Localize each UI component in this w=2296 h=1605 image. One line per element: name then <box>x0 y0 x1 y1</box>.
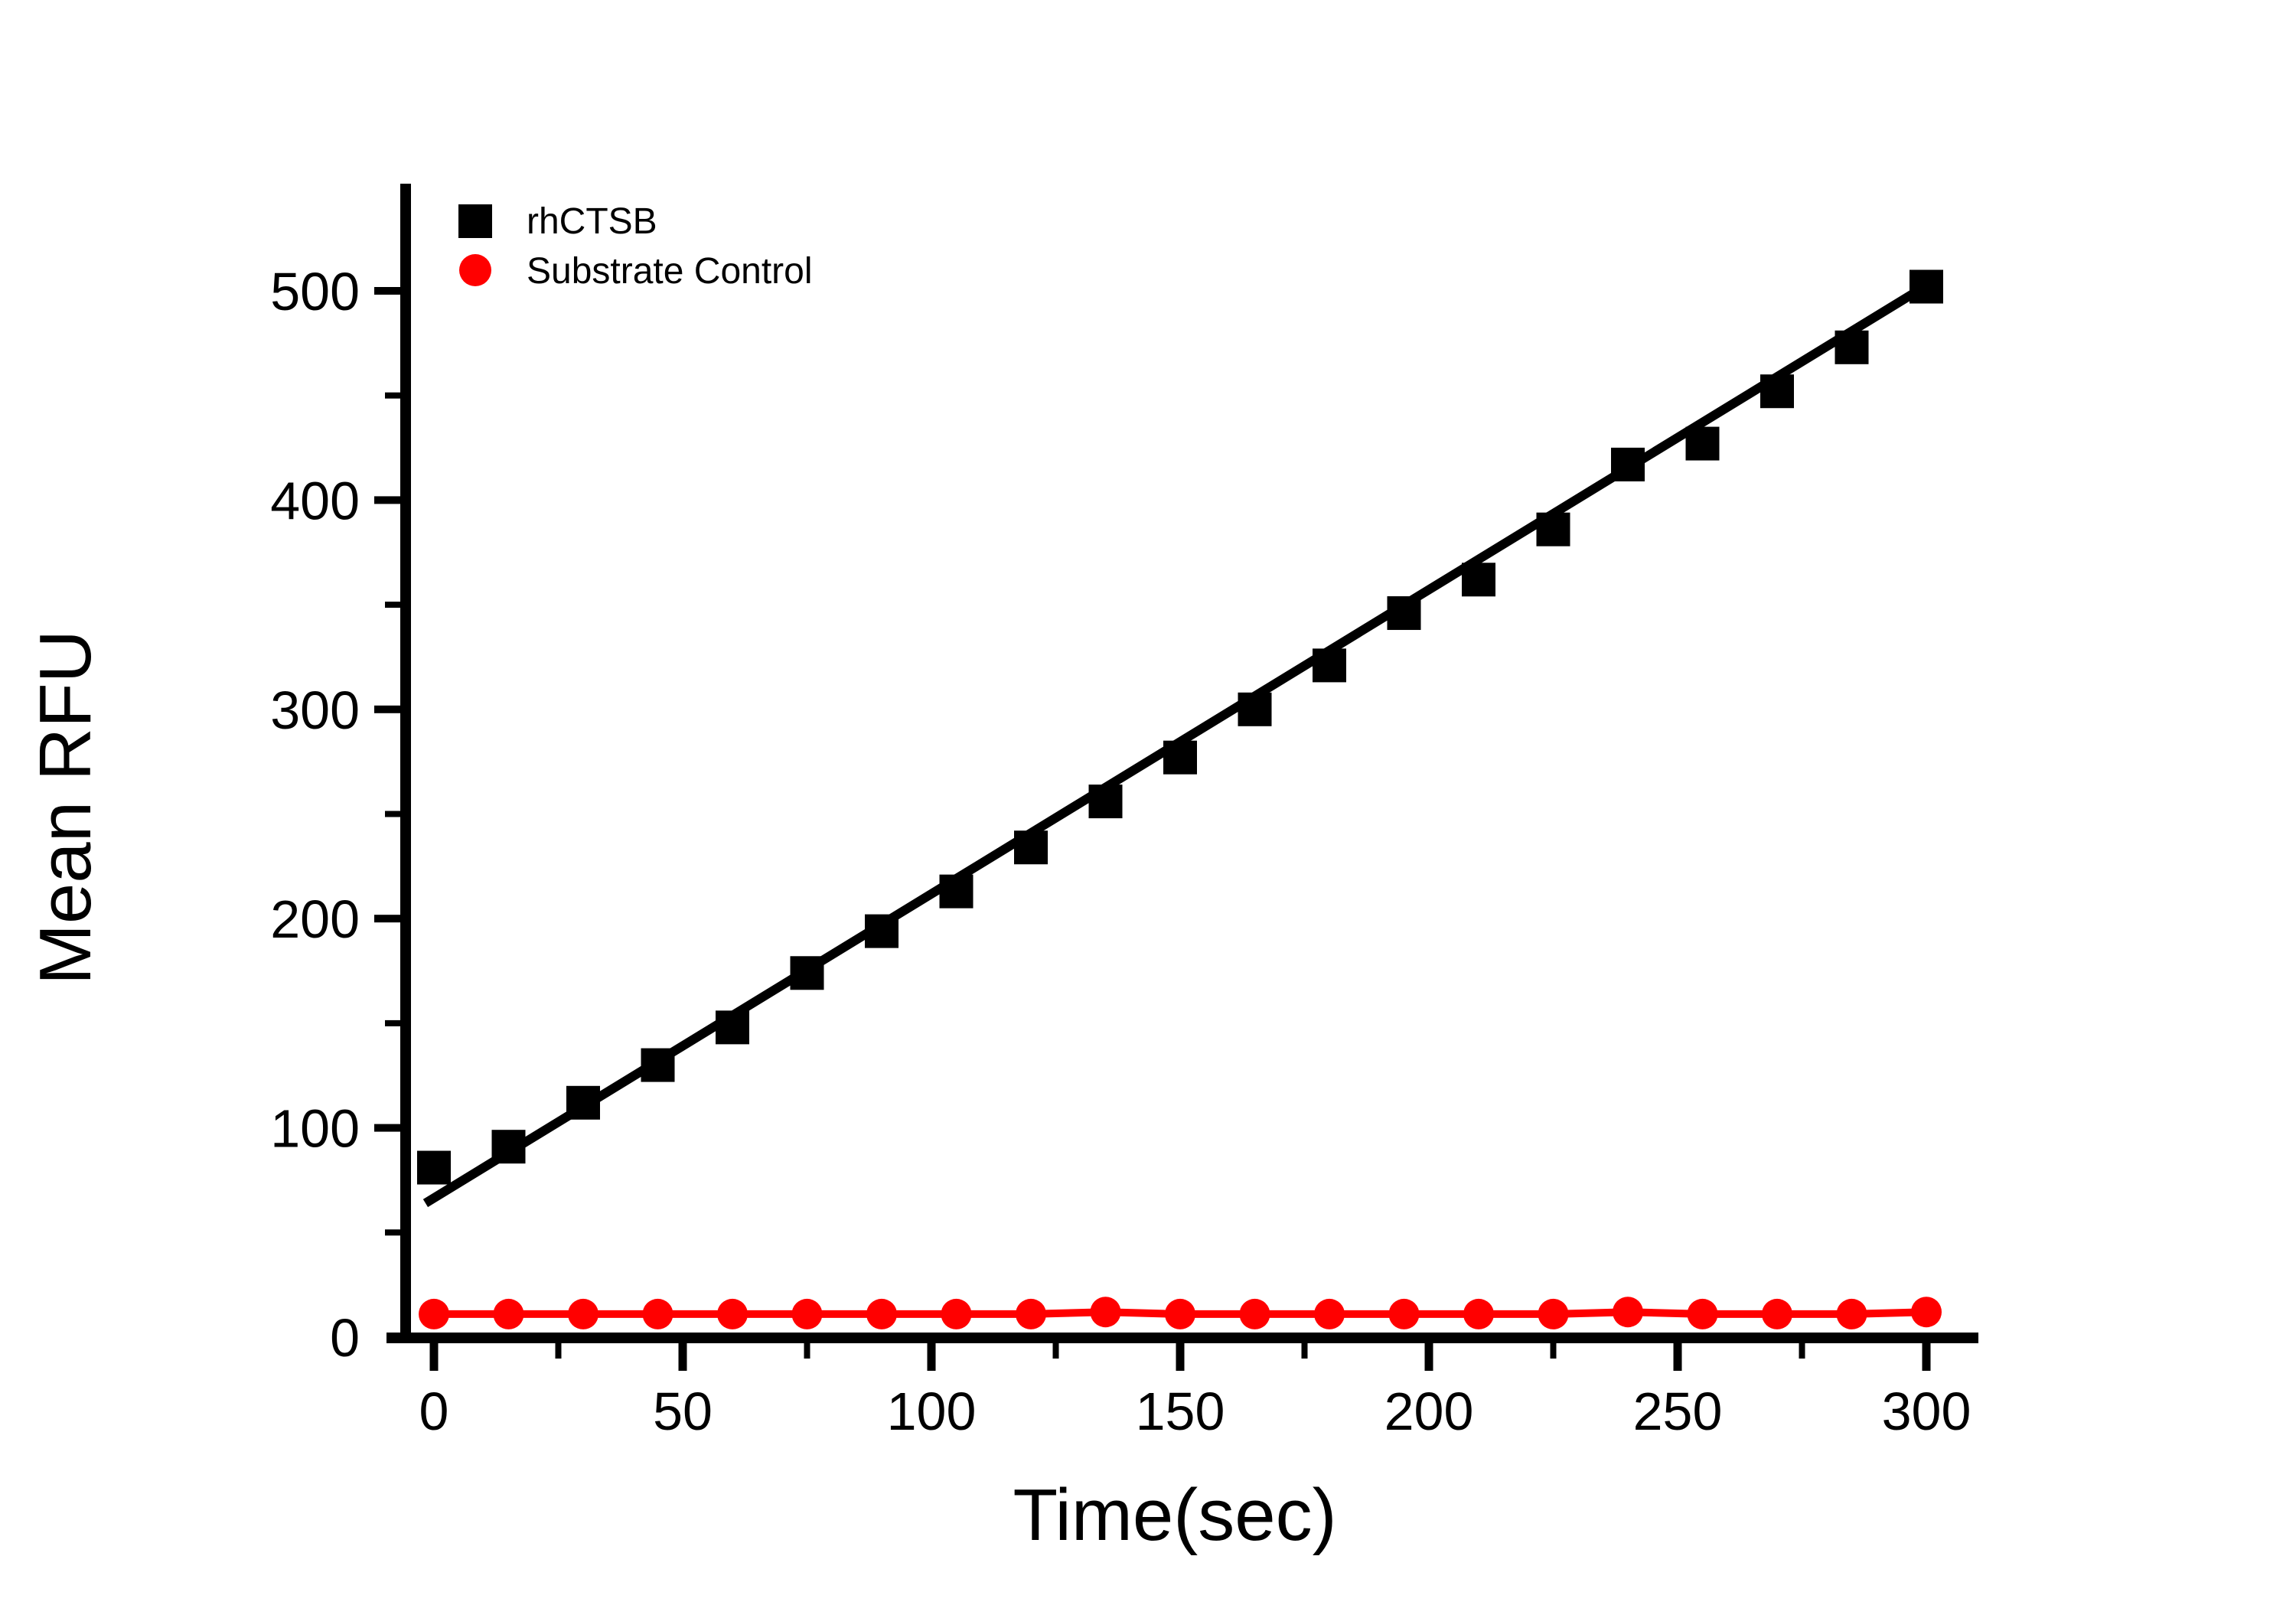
data-point-rhctsb <box>491 1130 526 1164</box>
data-point-substrate-control <box>1687 1298 1718 1329</box>
y-minor-tick <box>385 392 400 399</box>
x-tick-label: 0 <box>419 1382 449 1441</box>
data-point-rhctsb <box>865 914 899 948</box>
data-point-rhctsb <box>1910 269 1943 304</box>
data-point-substrate-control <box>941 1298 972 1329</box>
data-point-substrate-control <box>717 1298 748 1329</box>
data-point-substrate-control <box>866 1298 897 1329</box>
y-major-tick <box>374 287 400 295</box>
data-point-substrate-control <box>419 1298 449 1329</box>
y-tick-label: 500 <box>270 262 360 321</box>
x-tick-label: 250 <box>1633 1382 1723 1441</box>
data-point-substrate-control <box>1314 1298 1345 1329</box>
x-major-tick <box>927 1343 936 1371</box>
y-axis-title: Mean RFU <box>24 630 106 985</box>
y-major-tick <box>374 915 400 923</box>
y-major-tick <box>374 1124 400 1132</box>
x-minor-tick <box>555 1343 562 1359</box>
data-point-rhctsb <box>1088 785 1123 819</box>
data-point-rhctsb <box>1313 648 1346 683</box>
y-major-tick <box>374 705 400 713</box>
x-major-tick <box>1673 1343 1682 1371</box>
data-point-rhctsb <box>1685 426 1720 461</box>
legend: rhCTSB Substrate Control <box>458 201 813 292</box>
x-axis-title: Time(sec) <box>1013 1474 1336 1556</box>
data-point-substrate-control <box>1388 1298 1420 1329</box>
x-tick-label: 300 <box>1882 1382 1971 1441</box>
legend-marker-substrate-control <box>459 254 491 286</box>
data-point-rhctsb <box>1760 374 1794 409</box>
data-point-substrate-control <box>1239 1298 1270 1329</box>
data-point-substrate-control <box>493 1298 524 1329</box>
x-minor-tick <box>1550 1343 1557 1359</box>
legend-label-rhctsb: rhCTSB <box>527 201 657 242</box>
axis-ticks <box>374 287 1931 1371</box>
data-point-rhctsb <box>1163 740 1197 775</box>
y-tick-label: 0 <box>330 1308 360 1368</box>
data-point-substrate-control <box>1463 1298 1494 1329</box>
data-point-substrate-control <box>1613 1297 1643 1328</box>
data-point-rhctsb <box>790 956 824 990</box>
y-minor-tick <box>385 1019 400 1026</box>
x-tick-label: 100 <box>887 1382 977 1441</box>
x-tick-label: 50 <box>653 1382 713 1441</box>
data-point-rhctsb <box>1611 447 1645 481</box>
data-point-substrate-control <box>642 1298 673 1329</box>
y-minor-tick <box>385 811 400 817</box>
axes <box>386 184 1978 1343</box>
data-point-rhctsb <box>1238 692 1272 726</box>
y-minor-tick <box>385 1229 400 1236</box>
data-point-rhctsb <box>716 1010 749 1045</box>
data-point-rhctsb <box>566 1085 600 1120</box>
data-points-group <box>417 269 1943 1329</box>
x-tick-label: 200 <box>1384 1382 1474 1441</box>
x-major-tick <box>429 1343 439 1371</box>
legend-marker-rhctsb <box>458 204 492 238</box>
data-point-substrate-control <box>1016 1298 1046 1329</box>
x-axis-line <box>386 1333 1978 1343</box>
data-point-substrate-control <box>568 1298 598 1329</box>
x-major-tick <box>1176 1343 1185 1371</box>
data-point-rhctsb <box>1462 563 1495 597</box>
x-major-tick <box>678 1343 687 1371</box>
data-point-rhctsb <box>1835 330 1869 364</box>
x-minor-tick <box>1301 1343 1308 1359</box>
data-point-substrate-control <box>1911 1297 1942 1328</box>
x-major-tick <box>1424 1343 1433 1371</box>
y-minor-tick <box>385 602 400 608</box>
data-point-substrate-control <box>1836 1298 1867 1329</box>
x-tick-label: 150 <box>1136 1382 1225 1441</box>
data-point-substrate-control <box>1762 1298 1792 1329</box>
data-point-substrate-control <box>791 1298 823 1329</box>
data-point-rhctsb <box>939 874 974 909</box>
data-point-substrate-control <box>1165 1298 1195 1329</box>
y-tick-label: 200 <box>270 889 360 949</box>
data-point-rhctsb <box>1536 512 1570 546</box>
y-tick-label: 100 <box>270 1099 360 1159</box>
x-major-tick <box>1922 1343 1931 1371</box>
x-minor-tick <box>804 1343 810 1359</box>
legend-label-substrate-control: Substrate Control <box>527 251 813 292</box>
y-axis-line <box>400 184 411 1343</box>
y-tick-label: 400 <box>270 471 360 530</box>
x-minor-tick <box>1052 1343 1059 1359</box>
x-minor-tick <box>1799 1343 1805 1359</box>
data-point-substrate-control <box>1538 1298 1569 1329</box>
axis-tick-labels: 0 100 200 300 400 500 0 50 100 150 200 250 300 <box>270 262 1971 1441</box>
y-tick-label: 300 <box>270 680 360 740</box>
y-major-tick <box>374 496 400 504</box>
data-point-substrate-control <box>1090 1297 1121 1328</box>
data-point-rhctsb <box>641 1048 675 1082</box>
data-point-rhctsb <box>417 1150 451 1185</box>
data-point-rhctsb <box>1387 596 1421 631</box>
data-point-rhctsb <box>1014 830 1048 865</box>
